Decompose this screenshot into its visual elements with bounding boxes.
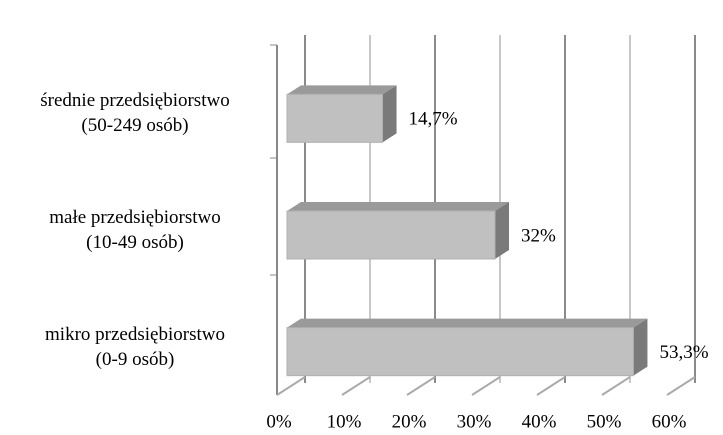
bar-side	[382, 85, 397, 143]
floor-line	[276, 376, 306, 396]
x-tick-label: 30%	[457, 411, 492, 432]
floor-line	[666, 376, 696, 396]
y-tick-label: mikro przedsiębiorstwo (0-9 osób)	[45, 323, 225, 370]
bar-side	[633, 318, 648, 376]
bar-top	[287, 318, 648, 328]
bar-top	[287, 202, 509, 211]
x-tick-label: 20%	[392, 411, 427, 432]
value-label: 53,3%	[659, 342, 708, 363]
bar	[286, 85, 397, 143]
value-label: 32%	[521, 225, 556, 246]
x-tick-label: 40%	[522, 411, 557, 432]
bar-front	[286, 327, 634, 377]
bar	[286, 318, 648, 377]
bar-side	[495, 202, 509, 259]
y-tick-label: małe przedsiębiorstwo (10-49 osób)	[49, 207, 221, 253]
x-tick-label: 60%	[652, 411, 687, 432]
bar	[286, 202, 509, 260]
floor-line	[341, 376, 371, 396]
bar-front	[286, 93, 384, 143]
bar-front	[286, 210, 496, 260]
floor-line	[536, 376, 566, 396]
x-tick-label: 50%	[587, 411, 622, 432]
bar-top	[287, 85, 397, 95]
floor-line	[601, 376, 631, 396]
floor-line	[471, 376, 501, 396]
floor-line	[406, 376, 436, 396]
x-tick-label: 10%	[327, 411, 362, 432]
x-tick-label: 0%	[266, 411, 292, 432]
value-label: 14,7%	[409, 109, 458, 130]
y-tick-label: średnie przedsiębiorstwo (50-249 osób)	[40, 90, 230, 137]
